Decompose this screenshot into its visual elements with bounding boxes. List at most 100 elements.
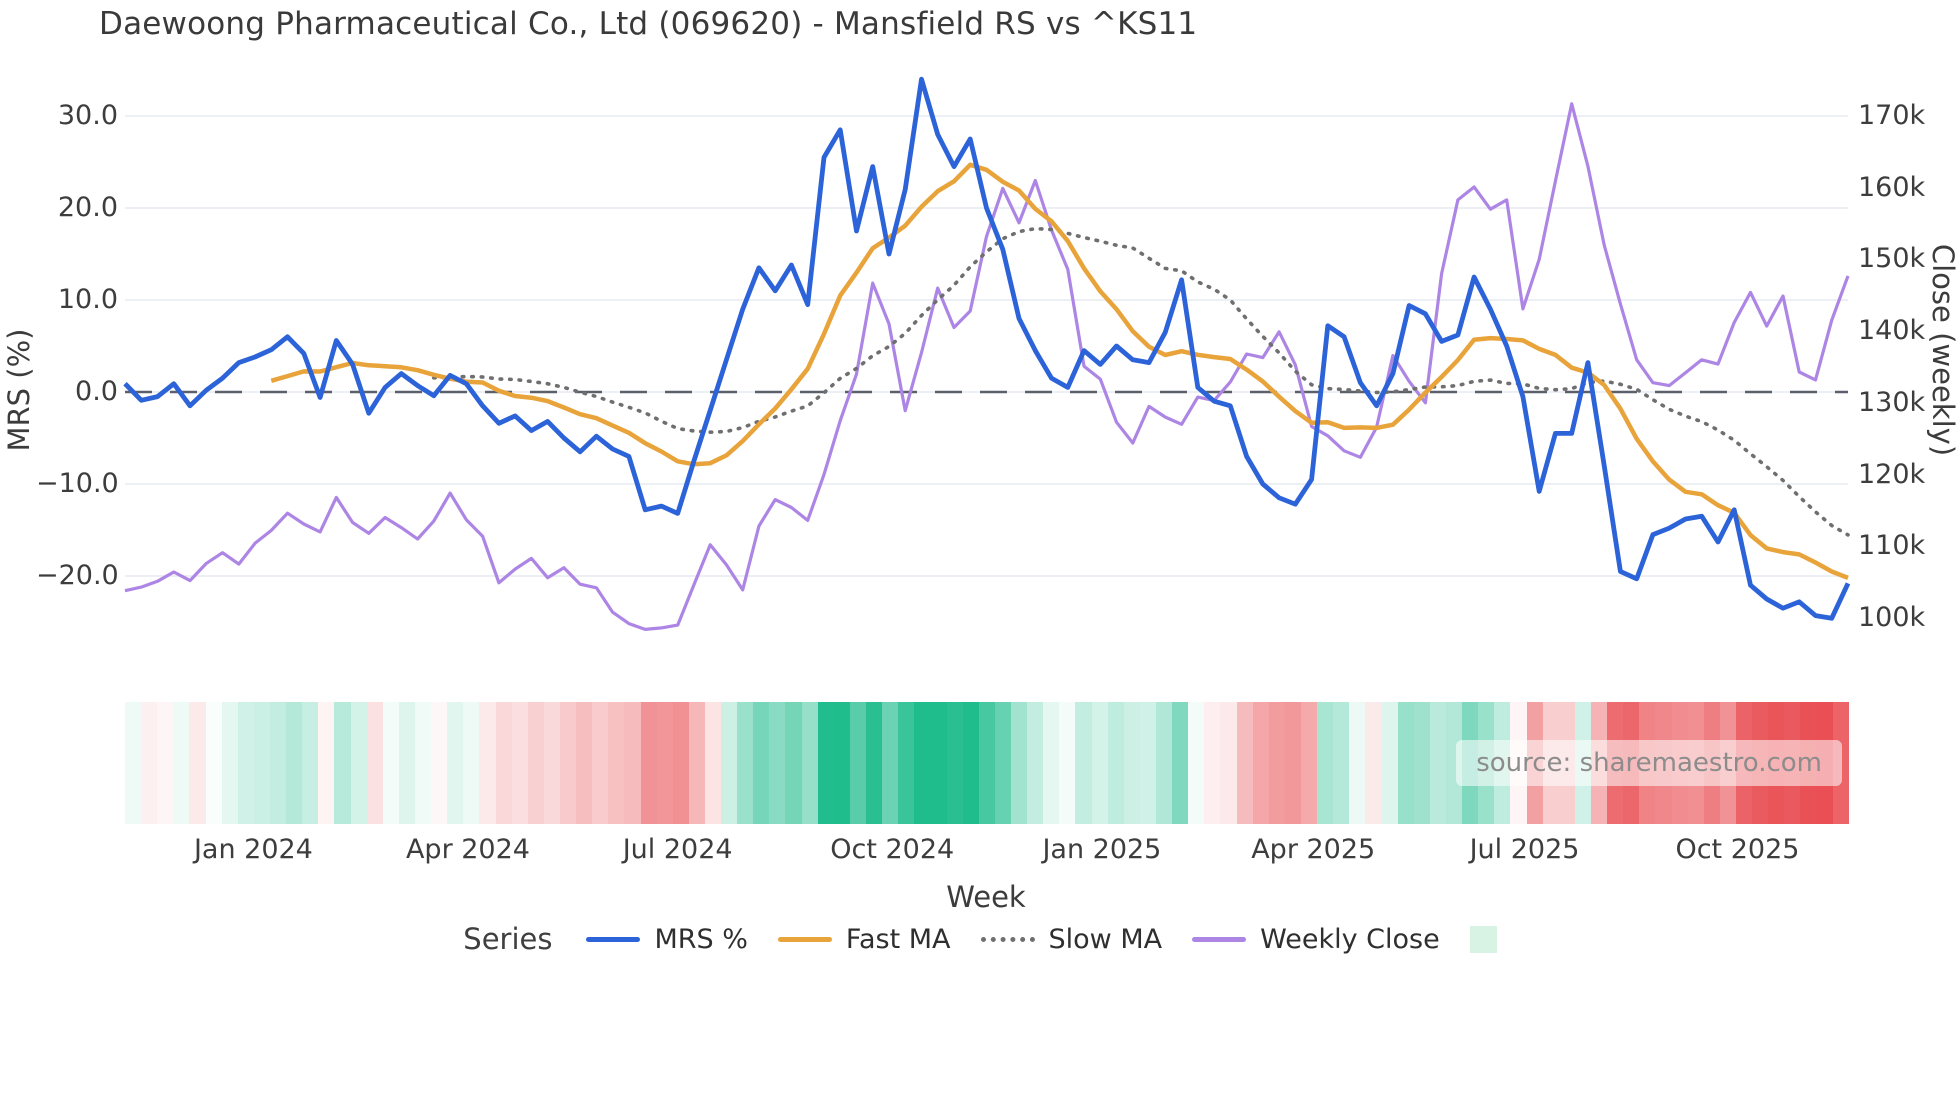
heatmap-cell [592,702,609,824]
x-tick: Oct 2025 [1675,834,1800,865]
y-tick-left: 20.0 [57,192,118,223]
heatmap-cell [1381,702,1398,824]
x-axis-label: Week [946,880,1026,914]
legend-item-label: MRS % [654,923,748,955]
heatmap-cell [221,702,238,824]
legend-item-label: Fast MA [845,923,951,955]
slow-ma-line [431,226,1850,537]
heatmap-cell [334,702,351,824]
heatmap-cell [1268,702,1285,824]
y-tick-right: 130k [1858,386,1926,418]
heatmap-cell [688,702,705,824]
y-axis-label-right: Close (weekly) [1926,243,1960,457]
heatmap-cell [1429,702,1446,824]
mrs-line [123,76,1851,621]
heatmap-cell [624,702,641,824]
y-tick-left: −20.0 [36,560,119,591]
heatmap-cell [833,702,850,824]
heatmap-cell [431,702,448,824]
heatmap-cell [898,702,915,824]
heatmap-cell [125,702,142,824]
heatmap-cell [817,702,834,824]
legend-item: MRS % [586,923,748,955]
heatmap-cell [721,702,738,824]
heatmap-cell [946,702,963,824]
heatmap-cell [1043,702,1060,824]
heatmap-cell [978,702,995,824]
heatmap-cell [527,702,544,824]
heatmap-cell [286,702,303,824]
legend-items: MRS % Fast MA Slow MA Weekly Close [586,923,1497,955]
heatmap-cell [1156,702,1173,824]
legend-line-swatch [586,936,641,942]
heatmap-cell [398,702,415,824]
heatmap-cell [576,702,593,824]
heatmap-cell [1107,702,1124,824]
heatmap-cell [511,702,528,824]
heatmap-cell [189,702,206,824]
heatmap-cell [801,702,818,824]
heatmap-cell [769,702,786,824]
heatmap-cell [1333,702,1350,824]
x-tick: Jan 2024 [193,834,313,865]
heatmap-cell [1059,702,1076,824]
legend-item: Weekly Close [1192,924,1440,955]
legend-line-swatch [1192,936,1247,942]
legend-item: Slow MA [980,923,1163,955]
x-tick: Oct 2024 [830,834,955,865]
y-tick-left: 0.0 [75,376,118,407]
heatmap-cell [269,702,287,824]
heatmap-cell [414,702,432,824]
heatmap-cell [672,702,689,824]
heatmap-cell [350,702,367,824]
heatmap-cell [479,702,496,824]
x-tick: Jul 2024 [622,834,733,865]
heatmap-cell [1123,702,1140,824]
legend-item: Fast MA [777,923,951,955]
heatmap-cell [382,702,399,824]
heatmap-cell [753,702,770,824]
heatmap-cell [1139,702,1156,824]
x-tick: Apr 2024 [405,834,530,865]
heatmap-cell [463,702,480,824]
y-tick-left: −10.0 [36,468,119,499]
weekly-close-line [124,102,1850,632]
y-tick-right: 140k [1858,315,1926,347]
heatmap-cell [849,702,867,824]
heatmap-cell [1027,702,1044,824]
legend-item-label: Slow MA [1048,923,1163,955]
heatmap-cell [704,702,722,824]
heatmap-cell [447,702,464,824]
heatmap-cell [914,702,931,824]
heatmap-cell [866,702,883,824]
heatmap-cell [1300,702,1318,824]
heatmap-cell [1188,702,1205,824]
x-tick: Jan 2025 [1042,834,1162,865]
page-title: Daewoong Pharmaceutical Co., Ltd (069620… [99,6,1198,42]
heatmap-cell [1284,702,1301,824]
heatmap-cell [994,702,1012,824]
legend-line-swatch [980,936,1035,942]
heatmap-cell [318,702,335,824]
heatmap-cell [1317,702,1334,824]
heatmap-cell [1365,702,1382,824]
x-tick: Apr 2025 [1251,834,1376,865]
heatmap-cell [656,702,673,824]
legend-item-label: Weekly Close [1260,923,1440,955]
heatmap-cell [543,702,560,824]
legend-line-swatch [777,936,832,942]
y-tick-left: 10.0 [57,284,118,315]
heatmap-cell [1204,702,1221,824]
heatmap-cell [962,702,979,824]
legend: Series MRS % Fast MA Slow MA Weekly Close [0,922,1960,956]
heatmap-cell [640,702,657,824]
heatmap-cell [737,702,754,824]
y-tick-right: 150k [1858,243,1926,275]
legend-heatmap-swatch [1469,925,1497,953]
heatmap-cell [559,702,577,824]
heatmap-cell [253,702,270,824]
heatmap-cell [157,702,174,824]
heatmap-cell [495,702,512,824]
heatmap-cell [785,702,802,824]
